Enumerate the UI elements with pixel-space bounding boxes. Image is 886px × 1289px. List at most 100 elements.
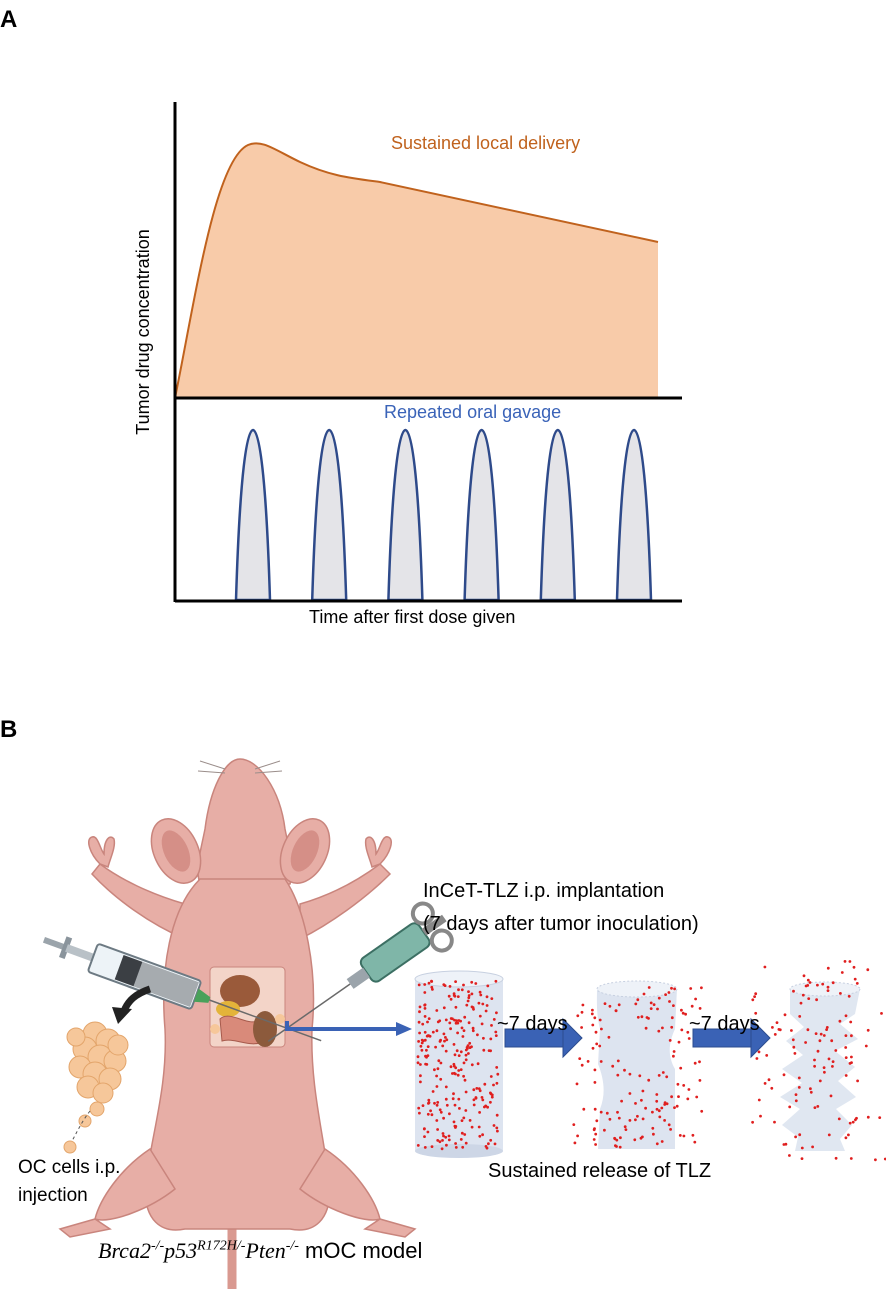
drug-dot [838,1019,842,1023]
drug-dot [441,1139,444,1142]
drug-dot [486,1105,489,1109]
drug-dot [468,1041,472,1045]
drug-dot [463,1015,467,1019]
drug-dot [467,1021,471,1025]
drug-dot [649,1001,653,1005]
drug-dot [481,1002,485,1006]
drug-dot [576,1134,579,1138]
gene-brca2-sup: -/- [150,1238,165,1254]
drug-dot [599,1060,603,1063]
drug-dot [849,1020,853,1024]
drug-dot [623,1125,627,1129]
dose-peak-4 [463,428,500,602]
drug-dot [482,1048,486,1052]
implant-label-line2: (7 days after tumor inoculation) [423,913,699,935]
drug-dot [664,993,667,996]
drug-dot [423,1003,427,1007]
drug-dot [793,1052,797,1055]
release-label: Sustained release of TLZ [488,1160,712,1182]
drug-dot [427,981,431,985]
drug-dot [658,1115,662,1119]
drug-dot [477,1125,481,1129]
drug-dot [462,1074,465,1078]
drug-dot [794,1135,797,1139]
drug-dot [440,1147,444,1151]
implant-label-line1: InCeT-TLZ i.p. implantation [423,880,665,902]
drug-dot [679,1066,683,1070]
drug-dot [593,1107,597,1111]
drug-dot [693,1140,697,1144]
drug-dot [467,990,470,993]
drug-dot [640,1098,643,1102]
drug-dot [462,1061,466,1065]
drug-dot [777,1028,781,1031]
drug-dot [819,1032,823,1036]
drug-dot [424,1054,427,1058]
drug-dot [636,998,640,1002]
drug-dot [452,994,456,997]
drug-dot [427,1017,431,1020]
whiskers [197,760,283,774]
drug-dot [620,1099,623,1103]
drug-dot [442,1116,445,1120]
drug-dot [421,1022,425,1026]
drug-dot [818,1079,822,1083]
drug-dot [430,1113,434,1117]
drug-dot [607,1035,611,1039]
drug-dot [580,1026,583,1029]
drug-dot [418,1031,421,1035]
drug-dot [641,1089,645,1093]
drug-dot [494,979,498,983]
implant-degraded-icon [751,960,886,1162]
drug-dot [687,1088,691,1091]
drug-dot [445,1143,448,1147]
drug-dot [417,1040,420,1043]
drug-dot [800,1157,804,1160]
drug-dot [444,1036,447,1039]
drug-dot [581,1003,585,1007]
drug-dot [634,1118,637,1122]
drug-dot [594,1132,598,1136]
sustained-delivery-area [175,143,658,398]
drug-dot [700,1109,704,1113]
drug-dot [814,1032,818,1035]
drug-dot [839,992,842,995]
gene-brca2: Brca2 [98,1238,151,1263]
drug-dot [455,1019,458,1023]
drug-dot [573,1141,577,1145]
drug-dot [441,1132,445,1135]
drug-dot [580,1010,584,1014]
drug-dot [851,1120,855,1124]
drug-dot [680,1008,683,1012]
drug-dot [826,985,830,989]
drug-dot [624,1128,628,1131]
drug-dot [416,1144,420,1147]
drug-dot [670,1016,674,1020]
drug-dot [628,1119,632,1122]
drug-dot [436,1139,440,1142]
drug-dot [418,1010,421,1014]
drug-dot [603,1128,606,1132]
drug-dot [470,1125,474,1129]
drug-dot [668,1039,672,1042]
dose-peak-1 [234,428,272,602]
arrow-icon [504,1017,583,1059]
drug-dot [773,1033,777,1036]
drug-dot [489,1091,492,1095]
drug-dot [438,1140,442,1144]
drug-dot [423,1015,427,1018]
drug-dot [693,1061,697,1065]
sustained-delivery-curve [174,142,659,399]
drug-dot [831,981,835,985]
drug-dot [617,1003,621,1007]
drug-dot [616,1059,620,1063]
drug-dot [452,1092,455,1096]
drug-dot [850,1034,853,1038]
drug-dot [457,1069,461,1072]
drug-dot [807,997,811,1000]
drug-dot [830,1039,834,1043]
drug-dot [490,1024,493,1027]
drug-dot [695,1095,699,1099]
drug-dot [454,1142,457,1145]
drug-dot [420,1048,424,1052]
